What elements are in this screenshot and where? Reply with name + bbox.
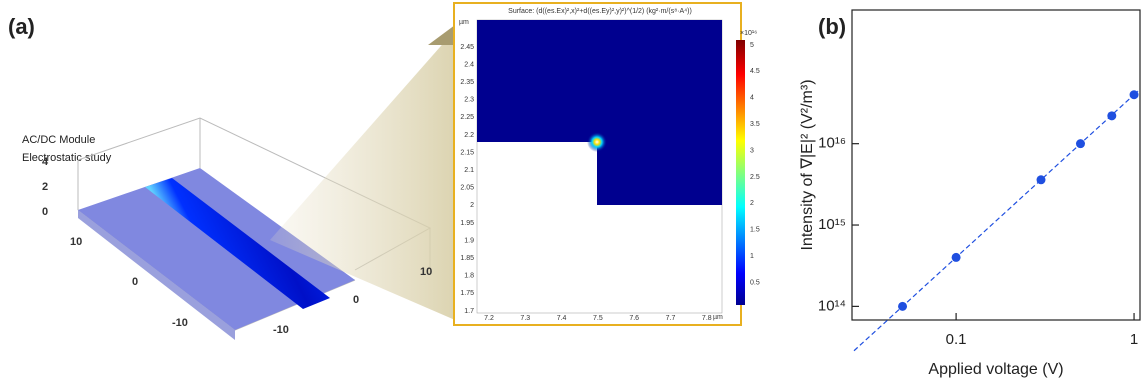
- inset-y-tick-label: 2.05: [460, 185, 474, 192]
- inset-y-tick-label: 2.35: [460, 79, 474, 86]
- colorbar-tick-label: 2.5: [750, 174, 760, 181]
- colorbar-exponent: ×10¹⁶: [740, 30, 757, 37]
- inset-y-tick-label: 1.9: [464, 237, 474, 244]
- data-point: [1130, 90, 1139, 99]
- axis-tick-label: 0: [132, 276, 138, 288]
- axis-tick-label: -10: [273, 324, 289, 336]
- inset-title: Surface: (d((es.Ex)²,x)²+d((es.Ey)²,y)²)…: [508, 8, 692, 15]
- figure: (a) AC/DC Module Electrostatic study 4 2 0…: [0, 0, 1145, 388]
- inset-y-tick-label: 2.1: [464, 167, 474, 174]
- inset-y-tick-label: 1.95: [460, 220, 474, 227]
- inset-x-tick-label: 7.2: [484, 315, 494, 322]
- data-point: [898, 302, 907, 311]
- inset-y-tick-label: 1.75: [460, 290, 474, 297]
- inset-x-tick-label: 7.5: [593, 315, 603, 322]
- colorbar-tick-label: 4.5: [750, 68, 760, 75]
- field-region-right: [597, 141, 722, 205]
- axis-tick-label: 10: [420, 266, 432, 278]
- inset-y-tick-label: 2.15: [460, 149, 474, 156]
- panel-label: (a): [8, 14, 35, 39]
- zoom-cone-top: [428, 25, 455, 45]
- colorbar-tick-label: 0.5: [750, 279, 760, 286]
- y-axis-label: Intensity of ∇|E|² (V²/m³): [799, 79, 816, 250]
- inset-x-tick-label: 7.8: [702, 315, 712, 322]
- axis-tick-label: 0: [353, 294, 359, 306]
- colorbar-tick-label: 5: [750, 42, 754, 49]
- inset-y-tick-label: 2.2: [464, 132, 474, 139]
- inset-x-tick-label: 7.7: [666, 315, 676, 322]
- plot-frame: [852, 10, 1140, 320]
- inset-y-tick-label: 2.45: [460, 44, 474, 51]
- x-tick-label: 1: [1130, 331, 1138, 348]
- z-tick-label: 2: [42, 181, 48, 193]
- colorbar-tick-label: 3.5: [750, 121, 760, 128]
- x-axis-label: Applied voltage (V): [928, 361, 1063, 378]
- inset-y-tick-label: 1.8: [464, 273, 474, 280]
- field-region-top: [477, 20, 722, 142]
- panel-a: (a) AC/DC Module Electrostatic study 4 2 0…: [8, 3, 760, 340]
- colorbar-tick-label: 1.5: [750, 227, 760, 234]
- inset-y-tick-label: 2.4: [464, 61, 474, 68]
- axis-tick-label: 10: [70, 236, 82, 248]
- data-point: [1037, 175, 1046, 184]
- colorbar-tick-label: 3: [750, 147, 754, 154]
- inset-x-unit: µm: [713, 314, 723, 321]
- fit-line: [854, 91, 1138, 351]
- data-point: [952, 253, 961, 262]
- axis-tick-label: -10: [172, 317, 188, 329]
- study-label: Electrostatic study: [22, 152, 112, 164]
- inset-y-tick-label: 2.3: [464, 97, 474, 104]
- panel-label: (b): [818, 14, 846, 39]
- data-point: [1076, 139, 1085, 148]
- inset-y-tick-label: 2: [470, 202, 474, 209]
- inset-y-unit: µm: [459, 19, 469, 26]
- z-tick-label: 4: [42, 156, 49, 168]
- y-tick-label: 10¹⁴: [818, 297, 846, 314]
- colorbar-tick-label: 1: [750, 253, 754, 260]
- y-tick-label: 10¹⁵: [818, 216, 846, 233]
- inset-x-tick-label: 7.4: [557, 315, 567, 322]
- hotspot: [587, 132, 607, 152]
- panel-b: (b) Applied voltage (V) Intensity of ∇|E…: [799, 10, 1140, 378]
- colorbar-tick-label: 2: [750, 200, 754, 207]
- inset-y-tick-label: 2.25: [460, 114, 474, 121]
- inset-x-tick-label: 7.3: [520, 315, 530, 322]
- inset-y-tick-label: 1.85: [460, 255, 474, 262]
- data-point: [1107, 111, 1116, 120]
- inset-x-tick-label: 7.6: [629, 315, 639, 322]
- module-label: AC/DC Module: [22, 134, 95, 146]
- colorbar-tick-label: 4: [750, 95, 754, 102]
- colorbar: [736, 40, 745, 305]
- z-tick-label: 0: [42, 206, 48, 218]
- y-tick-label: 10¹⁶: [818, 135, 846, 152]
- x-tick-label: 0.1: [946, 331, 967, 348]
- inset-y-tick-label: 1.7: [464, 308, 474, 315]
